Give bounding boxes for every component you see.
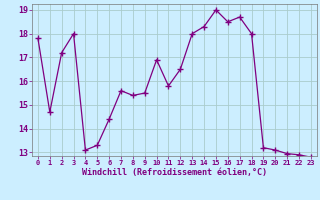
X-axis label: Windchill (Refroidissement éolien,°C): Windchill (Refroidissement éolien,°C): [82, 168, 267, 177]
